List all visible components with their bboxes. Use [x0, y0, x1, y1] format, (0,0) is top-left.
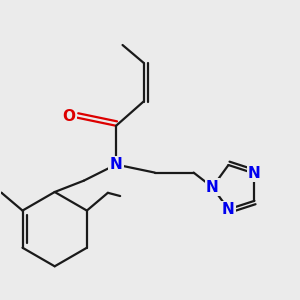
Text: N: N	[248, 166, 261, 181]
Text: N: N	[110, 157, 122, 172]
Text: N: N	[206, 180, 219, 195]
Text: O: O	[63, 109, 76, 124]
Text: N: N	[222, 202, 235, 217]
